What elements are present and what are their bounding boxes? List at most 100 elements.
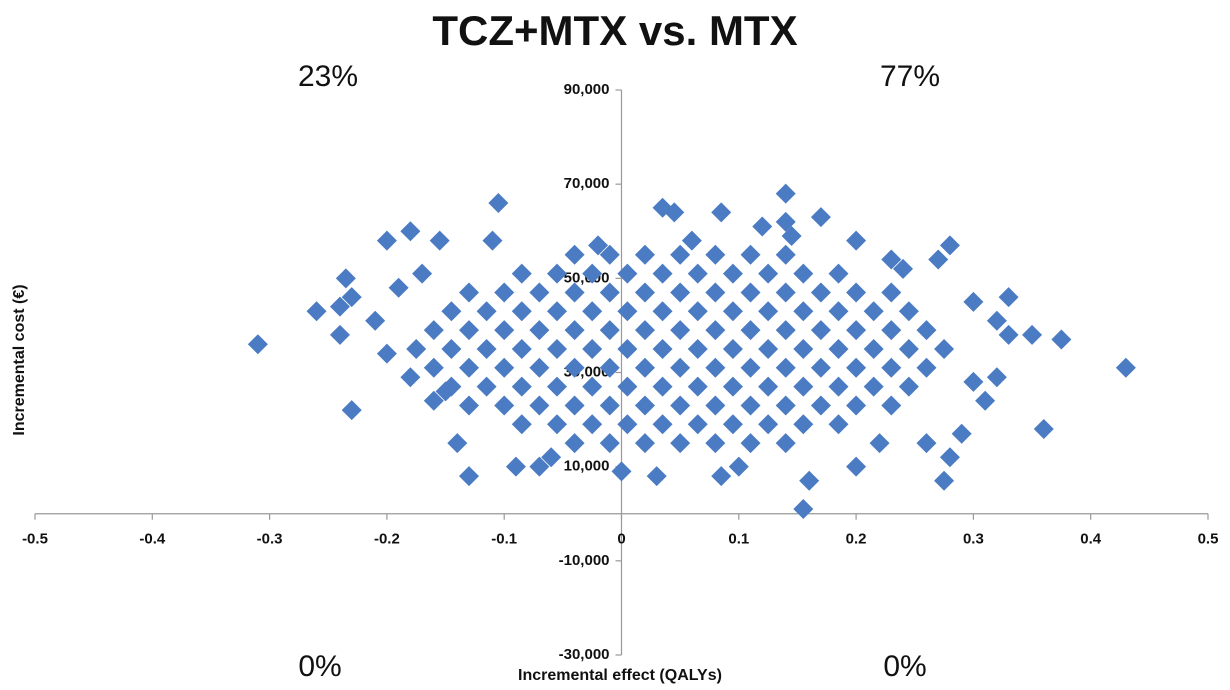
scatter-point (775, 395, 796, 416)
quadrant-annotation: 0% (883, 650, 926, 683)
scatter-point (429, 230, 450, 251)
scatter-point (441, 338, 462, 359)
scatter-point (494, 320, 515, 341)
scatter-point (652, 376, 673, 397)
scatter-point (740, 244, 761, 265)
scatter-point (529, 456, 550, 477)
scatter-point (494, 357, 515, 378)
scatter-point (705, 395, 726, 416)
scatter-point (599, 357, 620, 378)
scatter-point (341, 400, 362, 421)
scatter-point (863, 338, 884, 359)
x-tick-label: -0.1 (491, 531, 517, 548)
x-tick-label: 0.5 (1198, 531, 1219, 548)
scatter-point (728, 456, 749, 477)
scatter-point (916, 433, 937, 454)
scatter-point (1033, 419, 1054, 439)
scatter-point (705, 357, 726, 378)
scatter-point (793, 376, 814, 397)
scatter-point (634, 395, 655, 416)
scatter-point (670, 282, 691, 303)
scatter-point (934, 338, 955, 359)
y-tick-label: 90,000 (564, 81, 610, 98)
scatter-point (646, 466, 667, 487)
scatter-point (412, 263, 433, 284)
scatter-point (599, 282, 620, 303)
scatter-point (722, 338, 743, 359)
scatter-point (758, 301, 779, 322)
scatter-point (582, 263, 603, 284)
scatter-point (846, 357, 867, 378)
scatter-point (494, 395, 515, 416)
scatter-point (435, 381, 456, 402)
scatter-point (687, 338, 708, 359)
scatter-point (459, 357, 480, 378)
scatter-point (1051, 329, 1072, 350)
scatter-point (564, 433, 585, 454)
scatter-point (939, 447, 960, 468)
scatter-point (722, 414, 743, 435)
scatter-point (916, 320, 937, 341)
scatter-point (758, 338, 779, 359)
scatter-point (388, 277, 409, 298)
scatter-point (670, 433, 691, 454)
scatter-point (582, 338, 603, 359)
scatter-point (898, 338, 919, 359)
scatter-point (423, 320, 444, 341)
scatter-point (775, 183, 796, 204)
scatter-point (1115, 357, 1136, 378)
scatter-point (546, 338, 567, 359)
scatter-point (881, 282, 902, 303)
scatter-point (828, 414, 849, 435)
scatter-point (775, 433, 796, 454)
scatter-point (828, 263, 849, 284)
x-tick-label: 0 (617, 531, 625, 548)
scatter-point (1022, 324, 1043, 345)
scatter-point (599, 320, 620, 341)
scatter-point (423, 357, 444, 378)
scatter-point (775, 244, 796, 265)
scatter-point (687, 414, 708, 435)
scatter-point (447, 433, 468, 454)
scatter-point (775, 357, 796, 378)
scatter-point (459, 466, 480, 487)
scatter-point (705, 282, 726, 303)
scatter-point (758, 376, 779, 397)
scatter-point (740, 395, 761, 416)
scatter-point (898, 301, 919, 322)
scatter-point (687, 301, 708, 322)
scatter-point (775, 282, 796, 303)
scatter-point (476, 338, 497, 359)
scatter-point (634, 433, 655, 454)
scatter-point (617, 376, 638, 397)
scatter-point (846, 320, 867, 341)
scatter-point (247, 334, 268, 355)
scatter-point (793, 499, 814, 520)
scatter-point (617, 414, 638, 435)
scatter-point (939, 235, 960, 256)
scatter-point (934, 470, 955, 491)
scatter-point (722, 301, 743, 322)
scatter-point (511, 376, 532, 397)
scatter-point (529, 395, 550, 416)
scatter-point (617, 301, 638, 322)
scatter-point (881, 395, 902, 416)
scatter-point (511, 338, 532, 359)
scatter-point (335, 268, 356, 289)
scatter-point (634, 357, 655, 378)
scatter-point (975, 390, 996, 411)
scatter-point (652, 301, 673, 322)
scatter-point (893, 258, 914, 279)
scatter-point (998, 324, 1019, 345)
scatter-point (705, 320, 726, 341)
scatter-point (740, 433, 761, 454)
scatter-point (881, 357, 902, 378)
scatter-point (617, 263, 638, 284)
scatter-point (986, 310, 1007, 331)
x-tick-label: -0.4 (139, 531, 166, 548)
scatter-point (963, 291, 984, 312)
scatter-point (740, 320, 761, 341)
x-tick-label: -0.2 (374, 531, 400, 548)
scatter-point (986, 367, 1007, 388)
